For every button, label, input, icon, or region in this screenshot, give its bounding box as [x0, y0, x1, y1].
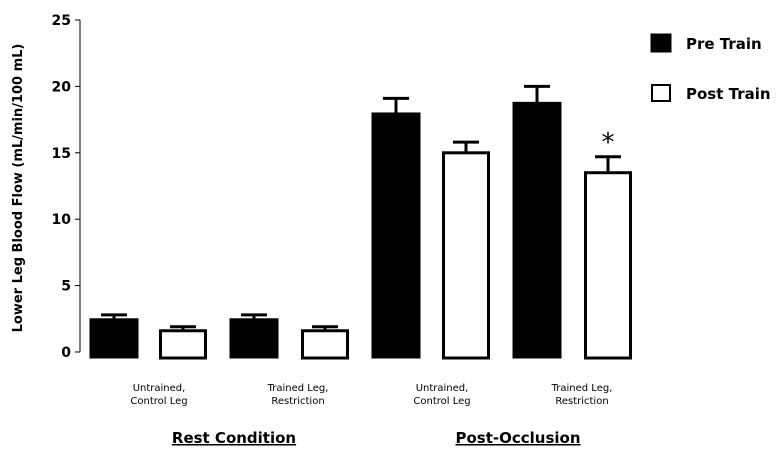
- x-category-label: Restriction: [555, 396, 608, 407]
- x-category-label: Control Leg: [130, 396, 187, 407]
- y-tick-label: 20: [52, 79, 72, 95]
- bar: [371, 112, 421, 359]
- legend-swatch: [650, 33, 672, 53]
- y-axis: 0 5 10 15 20 25: [52, 13, 81, 361]
- group-label: Rest Condition: [172, 429, 296, 447]
- bar: [301, 329, 349, 360]
- legend-label: Pre Train: [686, 35, 762, 53]
- x-category-label: Trained Leg,: [551, 383, 613, 394]
- bar: [442, 151, 490, 360]
- bar: [229, 318, 279, 359]
- x-category-label: Restriction: [271, 396, 324, 407]
- significance-marker: *: [602, 128, 615, 158]
- x-category-label: Control Leg: [413, 396, 470, 407]
- group-labels: Rest Condition Post-Occlusion: [172, 429, 581, 447]
- y-tick-label: 10: [52, 212, 72, 228]
- legend: Pre Train Post Train: [650, 33, 771, 103]
- x-category-labels: Untrained, Control Leg Trained Leg, Restric…: [130, 383, 612, 407]
- bar: [584, 171, 632, 360]
- legend-swatch: [651, 84, 671, 102]
- bar: [89, 318, 139, 359]
- group-label: Post-Occlusion: [455, 429, 580, 447]
- bar: [512, 101, 562, 359]
- x-category-label: Untrained,: [416, 383, 469, 394]
- x-category-label: Untrained,: [133, 383, 186, 394]
- y-tick-label: 15: [52, 146, 71, 162]
- x-category-label: Trained Leg,: [267, 383, 329, 394]
- y-axis-label: Lower Leg Blood Flow (mL/min/100 mL): [11, 44, 26, 333]
- bars: *: [89, 84, 632, 360]
- bar: [159, 329, 207, 360]
- y-tick-label: 25: [52, 13, 71, 29]
- legend-label: Post Train: [686, 85, 771, 103]
- y-tick-label: 5: [61, 279, 71, 295]
- y-tick-label: 0: [61, 345, 71, 361]
